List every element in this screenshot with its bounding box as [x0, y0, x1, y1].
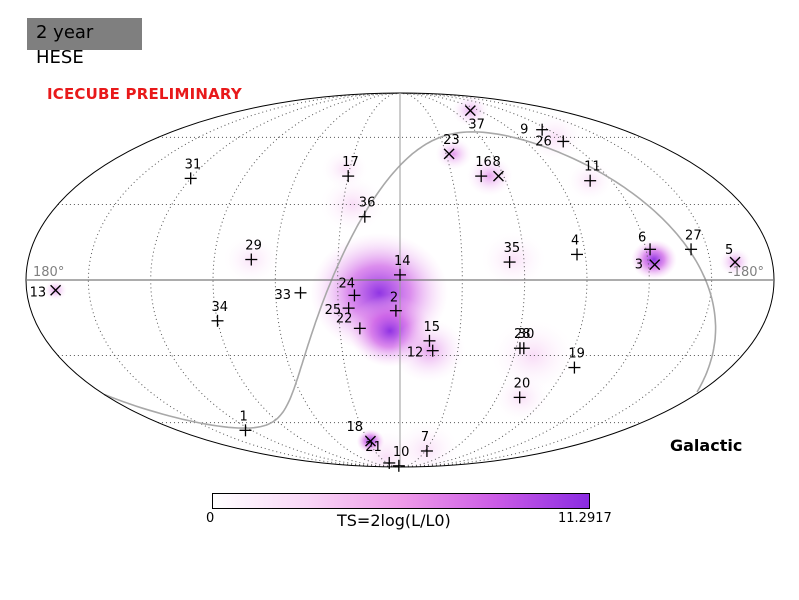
event-label: 33 [275, 288, 292, 303]
event-label: 22 [336, 311, 353, 326]
event-marker-17: 17 [342, 155, 359, 183]
event-marker-7: 7 [420, 430, 433, 457]
event-label: 24 [338, 276, 355, 291]
event-label: 31 [185, 157, 202, 172]
event-marker-37: 37 [464, 105, 485, 133]
event-label: 20 [514, 376, 531, 391]
event-label: 37 [468, 118, 485, 133]
map-badge-title: 2 year [36, 22, 94, 43]
event-marker-33: 33 [275, 286, 307, 303]
event-marker-16: 16 [475, 155, 492, 183]
preliminary-label: ICECUBE PRELIMINARY [47, 85, 242, 103]
ts-region [466, 156, 513, 197]
event-label: 3 [635, 258, 643, 273]
event-label: 30 [518, 327, 535, 342]
event-marker-34: 34 [211, 300, 229, 327]
event-marker-1: 1 [239, 409, 252, 437]
event-marker-23: 23 [443, 133, 460, 160]
event-label: 8 [492, 155, 500, 170]
event-marker-19: 19 [568, 347, 585, 374]
event-label: 35 [504, 241, 521, 256]
event-label: 15 [423, 320, 440, 335]
event-label: 6 [638, 230, 646, 245]
galactic-plane-curve [104, 131, 717, 429]
event-label: 28 [514, 327, 531, 342]
event-marker-10: 10 [392, 445, 410, 472]
event-marker-3: 3 [635, 258, 661, 273]
event-label: 7 [421, 430, 429, 445]
ts-regions [44, 94, 752, 467]
event-label: 25 [325, 303, 342, 318]
ts-region [491, 319, 575, 392]
event-marker-21: 21 [365, 440, 396, 469]
event-label: 5 [725, 243, 733, 258]
meridian-line [399, 92, 713, 468]
event-label: 4 [571, 233, 579, 248]
ts-region [631, 239, 678, 280]
event-label: 26 [535, 134, 552, 149]
event-label: 29 [245, 239, 262, 254]
event-label: 10 [393, 445, 410, 460]
event-label: 14 [394, 254, 411, 269]
event-marker-18: 18 [347, 420, 376, 447]
event-label: 12 [407, 346, 424, 361]
colorbar [212, 493, 590, 509]
event-label: 11 [584, 160, 601, 175]
event-label: 23 [443, 133, 460, 148]
event-label: 13 [30, 285, 47, 300]
event-label: 16 [475, 155, 492, 170]
event-label: 9 [520, 123, 528, 138]
colorbar-label: TS=2log(L/L0) [337, 511, 451, 530]
event-marker-11: 11 [584, 160, 601, 187]
event-label: 27 [685, 228, 702, 243]
event-marker-20: 20 [513, 376, 531, 404]
event-marker-26: 26 [535, 134, 570, 149]
event-marker-25: 25 [325, 302, 355, 318]
frame-label: Galactic [670, 436, 742, 455]
map-badge [27, 18, 142, 50]
event-marker-31: 31 [184, 157, 202, 185]
event-label: 21 [365, 440, 382, 455]
ts-region [435, 137, 473, 170]
event-label: 34 [212, 300, 229, 315]
event-markers: 1234567891011121314151617181920212223242… [30, 105, 741, 472]
event-marker-29: 29 [245, 239, 262, 266]
event-label: 36 [359, 196, 376, 211]
longitude-label-left: 180° [33, 265, 64, 280]
ts-region [481, 231, 546, 288]
ts-region [321, 149, 368, 190]
event-marker-27: 27 [685, 228, 702, 256]
event-label: 17 [342, 155, 359, 170]
event-marker-2: 2 [389, 291, 402, 317]
event-marker-9: 9 [520, 123, 549, 138]
colorbar-max: 11.2917 [558, 511, 612, 526]
event-label: 2 [390, 291, 398, 306]
event-marker-35: 35 [503, 241, 521, 269]
event-marker-22: 22 [336, 311, 366, 335]
event-marker-30: 30 [517, 327, 535, 355]
event-label: 19 [568, 347, 585, 362]
event-marker-8: 8 [492, 155, 504, 182]
event-marker-4: 4 [571, 233, 584, 261]
colorbar-min: 0 [206, 511, 215, 526]
event-marker-6: 6 [638, 230, 657, 256]
event-marker-24: 24 [338, 276, 361, 302]
event-marker-14: 14 [394, 254, 411, 281]
event-marker-12: 12 [407, 344, 439, 361]
event-marker-36: 36 [358, 196, 376, 223]
event-label: 18 [347, 420, 364, 435]
longitude-label-right: -180° [728, 265, 764, 280]
event-marker-5: 5 [725, 243, 741, 268]
event-marker-13: 13 [30, 284, 62, 300]
event-marker-15: 15 [423, 320, 440, 347]
ts-region [320, 176, 385, 233]
event-label: 1 [239, 409, 247, 424]
map-badge-subtitle: HESE [36, 47, 84, 68]
